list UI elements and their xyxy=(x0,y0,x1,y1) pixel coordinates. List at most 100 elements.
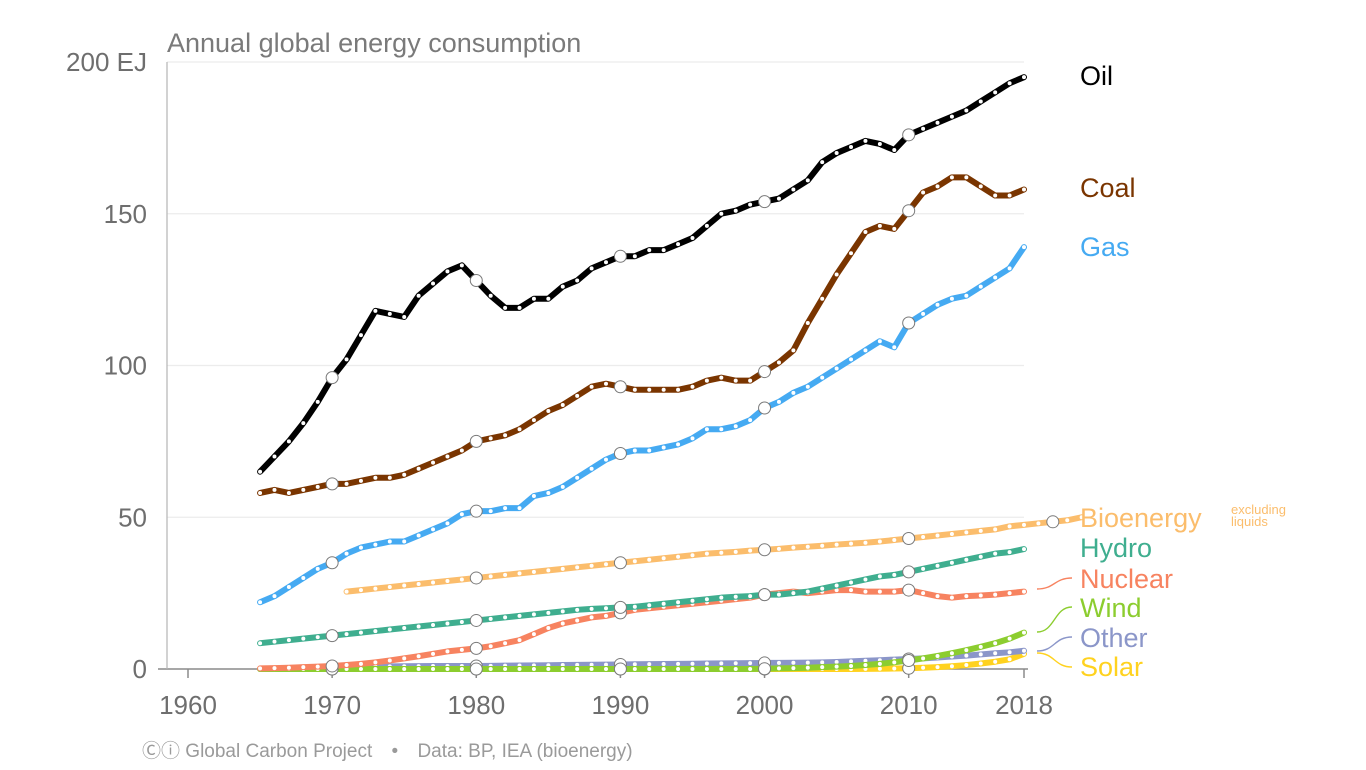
data-point xyxy=(849,541,854,546)
data-point xyxy=(469,571,483,585)
series-hydro xyxy=(257,546,1027,647)
data-point xyxy=(719,550,724,555)
data-point xyxy=(632,667,637,671)
data-point xyxy=(575,607,580,612)
data-point xyxy=(647,662,652,667)
data-point xyxy=(704,223,709,228)
data-point xyxy=(964,293,969,298)
data-point xyxy=(604,662,608,667)
data-point xyxy=(560,667,565,671)
data-point xyxy=(849,144,854,149)
data-point xyxy=(748,667,753,671)
data-point xyxy=(791,591,796,596)
data-point xyxy=(676,600,681,605)
data-point xyxy=(469,613,483,627)
data-point xyxy=(877,141,882,146)
data-point xyxy=(964,530,969,535)
data-point xyxy=(1007,193,1012,198)
data-point xyxy=(402,539,407,544)
data-point xyxy=(690,661,695,666)
data-point xyxy=(1007,650,1012,655)
data-point xyxy=(791,545,796,550)
data-point xyxy=(531,569,536,574)
data-point xyxy=(719,667,724,671)
data-point xyxy=(531,418,536,423)
data-point xyxy=(902,316,916,330)
data-point xyxy=(358,545,363,550)
data-point xyxy=(733,424,738,429)
data-point xyxy=(676,442,681,447)
data-point xyxy=(1007,81,1012,86)
data-point xyxy=(690,236,695,241)
data-point xyxy=(301,421,306,426)
data-point xyxy=(758,588,772,602)
data-point xyxy=(935,302,940,307)
data-point xyxy=(834,664,839,669)
data-point xyxy=(387,658,392,663)
data-point xyxy=(719,375,724,380)
data-point xyxy=(820,160,825,165)
data-point xyxy=(560,284,565,289)
data-point xyxy=(546,610,551,615)
data-point xyxy=(921,190,926,195)
footer-source: Global Carbon Project xyxy=(185,741,373,762)
data-point xyxy=(849,663,854,668)
data-point xyxy=(704,661,709,666)
series-oil xyxy=(257,74,1027,475)
data-point xyxy=(373,308,378,313)
data-point xyxy=(613,380,627,394)
data-point xyxy=(546,409,551,414)
data-point xyxy=(902,654,916,668)
data-point xyxy=(964,108,969,113)
data-point xyxy=(344,551,349,556)
data-point xyxy=(517,638,522,643)
data-point xyxy=(1007,591,1012,596)
series-label-bioenergy: Bioenergy xyxy=(1080,503,1202,533)
data-point xyxy=(805,544,810,549)
data-point xyxy=(488,436,493,441)
data-point xyxy=(661,601,666,606)
grid-lines xyxy=(167,61,1024,518)
data-point xyxy=(632,254,637,259)
data-point xyxy=(1065,518,1070,523)
data-point xyxy=(993,193,998,198)
data-point xyxy=(820,660,825,665)
data-point xyxy=(902,531,916,545)
data-point xyxy=(431,281,436,286)
data-point xyxy=(921,126,926,131)
series-label-coal: Coal xyxy=(1080,173,1136,203)
data-point xyxy=(402,472,407,477)
data-point xyxy=(964,594,969,599)
data-point xyxy=(733,378,738,383)
data-point xyxy=(964,653,969,658)
data-point xyxy=(748,661,753,666)
data-point xyxy=(517,571,522,576)
data-point xyxy=(978,661,983,666)
data-point xyxy=(488,293,493,298)
data-point xyxy=(647,387,652,392)
data-point xyxy=(892,148,897,153)
data-point xyxy=(1022,630,1026,635)
data-point xyxy=(272,666,277,671)
data-point xyxy=(758,401,772,415)
data-point xyxy=(589,662,594,667)
data-point xyxy=(719,595,724,600)
data-point xyxy=(358,478,363,483)
data-point xyxy=(791,187,796,192)
data-point xyxy=(301,636,306,641)
data-point xyxy=(758,365,772,379)
data-point xyxy=(993,551,998,556)
data-point xyxy=(776,592,781,597)
label-connector-other xyxy=(1036,636,1073,652)
data-point xyxy=(560,484,565,489)
data-point xyxy=(325,629,339,643)
data-point xyxy=(416,582,421,587)
data-point xyxy=(849,588,854,593)
data-point xyxy=(402,667,407,671)
data-point xyxy=(690,553,695,558)
data-point xyxy=(613,249,627,263)
series-label-oil: Oil xyxy=(1080,61,1113,91)
data-point xyxy=(892,660,897,665)
series-gas xyxy=(257,244,1027,606)
data-point xyxy=(776,399,781,404)
